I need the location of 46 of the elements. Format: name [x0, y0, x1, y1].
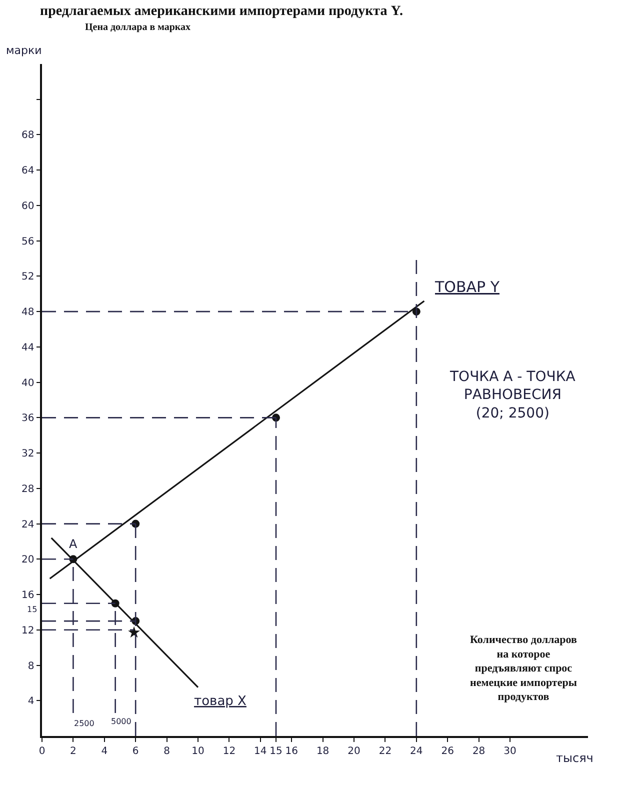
x-tick-label: 2	[70, 746, 76, 757]
annotation: 5000	[111, 717, 132, 726]
y-tick-label: 60	[22, 200, 34, 212]
x-tick-label: 8	[164, 746, 170, 757]
x-tick-label: 16	[285, 746, 298, 757]
y-tick-label: 32	[22, 448, 34, 460]
annotation: Количество долларов на которое предъявляют спрос немецкие импортеры продуктов	[470, 634, 578, 704]
annotation: 15	[27, 605, 38, 614]
x-tick-label: 15	[270, 746, 282, 757]
x-tick-label: 26	[441, 746, 454, 757]
series-label: ТОВАР Y	[434, 278, 500, 296]
x-axis-title: тысяч	[556, 751, 594, 765]
y-tick-label: 16	[22, 590, 34, 602]
x-tick-label: 22	[378, 746, 392, 757]
annotation: A	[69, 537, 78, 551]
y-tick-label: 24	[22, 519, 34, 530]
y-tick-label: 4	[28, 696, 34, 708]
x-tick-label: 20	[348, 746, 360, 757]
y-tick-label: 20	[22, 554, 34, 566]
series-label: товар X	[194, 694, 247, 709]
y-tick-label: 56	[22, 236, 34, 248]
annotation: ТОЧКА А - ТОЧКА РАВНОВЕСИЯ (20; 2500)	[449, 369, 576, 422]
y-tick-label: 28	[22, 484, 34, 495]
x-tick-label: 12	[222, 746, 236, 757]
x-tick-label: 10	[192, 746, 204, 757]
y-tick-label: 48	[22, 307, 34, 318]
chart-subtitle: Цена доллара в марках	[85, 22, 191, 33]
chart-title: предлагаемых американскими импортерами продукта Y.	[40, 4, 404, 19]
y-tick-label: 44	[22, 342, 34, 354]
y-tick-label: 8	[28, 660, 34, 672]
annotation: 2500	[74, 719, 94, 728]
y-tick-label: 40	[22, 378, 34, 389]
x-tick-label: 28	[472, 746, 486, 757]
x-tick-label: 18	[316, 746, 330, 757]
x-tick-label: 6	[132, 746, 139, 757]
y-tick-label: 68	[22, 130, 34, 142]
y-tick-label: 64	[22, 166, 34, 177]
x-tick-label: 0	[38, 746, 46, 757]
y-tick-label: 12	[22, 625, 34, 636]
x-tick-label: 30	[504, 746, 516, 757]
y-axis-title: марки	[6, 44, 42, 57]
y-tick-label: 36	[22, 413, 34, 424]
x-tick-label: 4	[101, 746, 108, 757]
x-tick-label: 14	[254, 746, 267, 757]
x-tick-label: 24	[410, 746, 423, 757]
y-tick-label: 52	[22, 272, 34, 283]
